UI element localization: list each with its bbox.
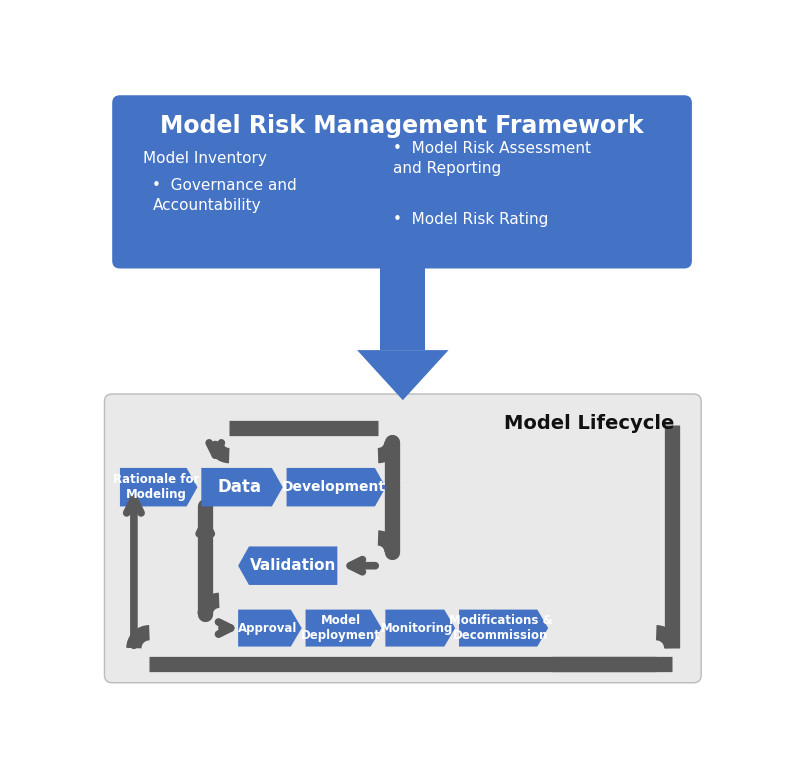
Polygon shape: [380, 266, 425, 350]
Text: •  Model Risk Assessment
and Reporting: • Model Risk Assessment and Reporting: [393, 141, 591, 176]
Text: Data: Data: [217, 478, 261, 496]
Polygon shape: [120, 468, 197, 506]
Polygon shape: [459, 610, 548, 647]
Polygon shape: [306, 610, 381, 647]
Text: Model Lifecycle: Model Lifecycle: [504, 414, 674, 432]
Text: •  Model Risk Rating: • Model Risk Rating: [393, 213, 549, 227]
Polygon shape: [287, 468, 386, 506]
Text: Development: Development: [281, 480, 385, 494]
Text: Rationale for
Modeling: Rationale for Modeling: [113, 473, 199, 502]
Polygon shape: [201, 468, 283, 506]
Text: Approval: Approval: [237, 621, 297, 634]
FancyBboxPatch shape: [112, 95, 692, 269]
FancyBboxPatch shape: [105, 394, 701, 683]
Text: Model Inventory: Model Inventory: [143, 151, 267, 166]
Text: Model Risk Management Framework: Model Risk Management Framework: [160, 114, 644, 138]
Text: Monitoring: Monitoring: [381, 621, 454, 634]
Polygon shape: [238, 547, 337, 585]
Text: •  Governance and
Accountability: • Governance and Accountability: [152, 178, 297, 213]
Text: Model
Deployment: Model Deployment: [301, 614, 380, 642]
Polygon shape: [238, 610, 302, 647]
Polygon shape: [385, 610, 455, 647]
Text: Modifications &
Decommission: Modifications & Decommission: [449, 614, 553, 642]
Text: Validation: Validation: [250, 558, 336, 573]
Polygon shape: [357, 350, 449, 400]
